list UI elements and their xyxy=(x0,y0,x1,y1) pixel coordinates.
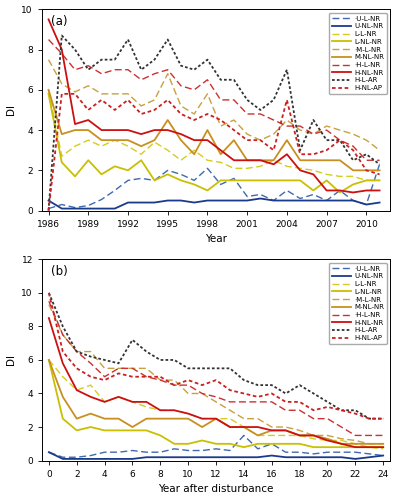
Y-axis label: DI: DI xyxy=(6,354,16,366)
Text: (b): (b) xyxy=(51,266,67,278)
Text: (a): (a) xyxy=(51,16,67,28)
X-axis label: Year: Year xyxy=(205,234,227,244)
Y-axis label: DI: DI xyxy=(6,104,16,116)
X-axis label: Year after disturbance: Year after disturbance xyxy=(158,484,274,494)
Legend: ·U-L-NR, U-NL-NR, L-L-NR, L-NL-NR, ·M-L-NR, M-NL-NR, ·H-L-NR, H-NL-NR, H-L-AR, H: ·U-L-NR, U-NL-NR, L-L-NR, L-NL-NR, ·M-L-… xyxy=(329,263,387,344)
Legend: ·U-L-NR, U-NL-NR, L-L-NR, L-NL-NR, ·M-L-NR, M-NL-NR, ·H-L-NR, H-NL-NR, H-L-AR, H: ·U-L-NR, U-NL-NR, L-L-NR, L-NL-NR, ·M-L-… xyxy=(329,13,387,94)
